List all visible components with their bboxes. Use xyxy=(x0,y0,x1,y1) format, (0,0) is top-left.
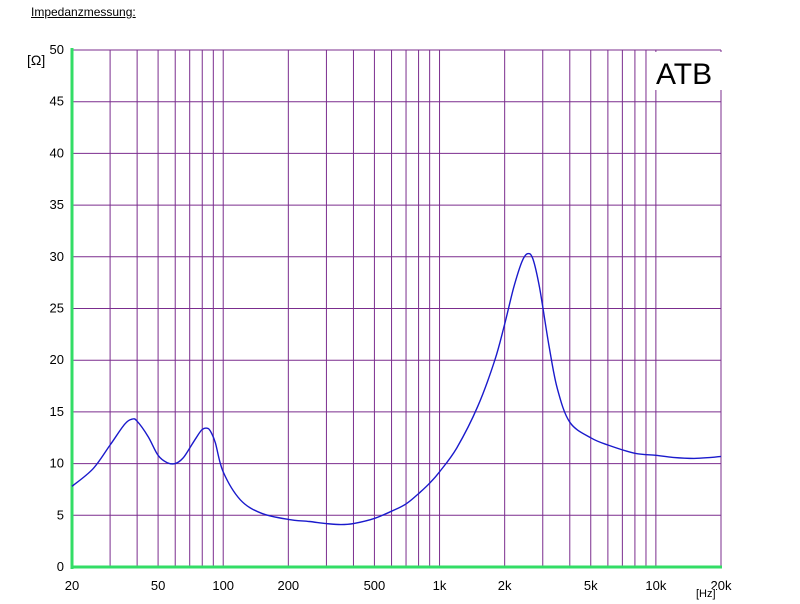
x-tick-label: 50 xyxy=(151,578,165,593)
x-tick-label: 200 xyxy=(277,578,299,593)
x-tick-label: 20k xyxy=(711,578,732,593)
y-tick-label: 5 xyxy=(57,507,64,522)
x-tick-label: 10k xyxy=(645,578,666,593)
grid-lines xyxy=(70,48,722,569)
impedance-curve xyxy=(71,252,722,526)
x-tick-label: 500 xyxy=(364,578,386,593)
x-tick-label: 20 xyxy=(65,578,79,593)
y-tick-label: 10 xyxy=(50,456,64,471)
y-tick-label: 40 xyxy=(50,145,64,160)
y-tick-label: 35 xyxy=(50,197,64,212)
x-tick-label: 5k xyxy=(584,578,598,593)
x-tick-labels: 20 50 100 200 500 1k 2k 5k 10k 20k xyxy=(65,578,732,593)
x-tick-label: 1k xyxy=(433,578,447,593)
x-axis-unit-label: [Hz] xyxy=(696,588,716,600)
y-tick-label: 0 xyxy=(57,559,64,574)
brand-label: ATB xyxy=(656,58,712,91)
y-tick-label: 30 xyxy=(50,249,64,264)
y-tick-label: 15 xyxy=(50,404,64,419)
x-tick-label: 100 xyxy=(212,578,234,593)
y-axis-unit-label: [Ω] xyxy=(27,52,46,68)
y-tick-label: 20 xyxy=(50,352,64,367)
brand-label-backdrop xyxy=(652,52,722,90)
y-tick-label: 45 xyxy=(50,94,64,109)
y-tick-label: 50 xyxy=(50,42,64,57)
x-tick-label: 2k xyxy=(498,578,512,593)
page-heading: Impedanzmessung: xyxy=(31,5,136,19)
y-tick-labels: 0 5 10 15 20 25 30 35 40 45 50 xyxy=(50,42,64,574)
y-tick-label: 25 xyxy=(50,301,64,316)
